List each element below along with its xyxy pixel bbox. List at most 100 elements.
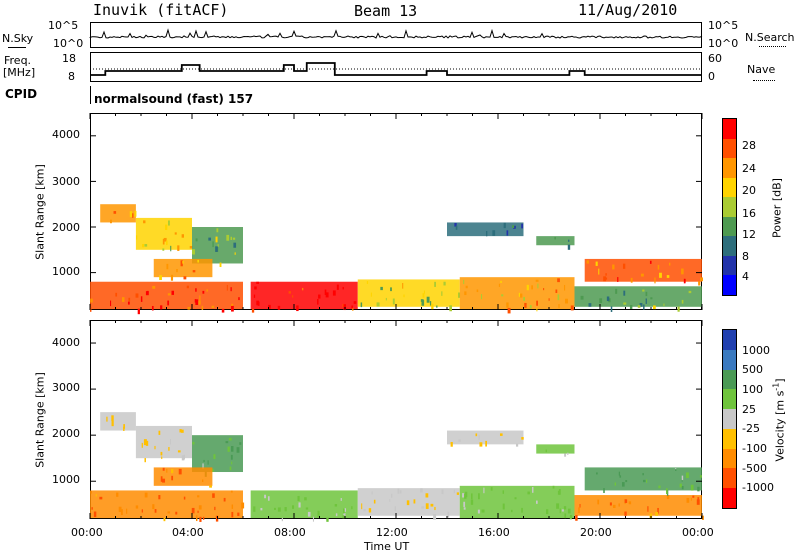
echo-region-power bbox=[250, 281, 358, 310]
echo-speckle bbox=[514, 497, 517, 500]
echo-speckle bbox=[649, 513, 653, 519]
velocity-cb-tick: -100 bbox=[742, 442, 767, 455]
echo-speckle bbox=[536, 308, 538, 312]
frequency-line bbox=[90, 62, 702, 76]
echo-speckle bbox=[453, 489, 455, 494]
echo-speckle bbox=[423, 290, 426, 294]
echo-region-velocity bbox=[459, 485, 575, 519]
power-ytick: 4000 bbox=[52, 128, 80, 141]
echo-speckle bbox=[251, 308, 255, 313]
echo-speckle bbox=[535, 279, 539, 282]
echo-region-velocity bbox=[536, 444, 575, 454]
echo-region-velocity bbox=[447, 430, 524, 445]
echo-speckle bbox=[219, 262, 222, 268]
echo-speckle bbox=[624, 511, 627, 516]
echo-speckle bbox=[196, 515, 198, 522]
colorbar-swatch bbox=[723, 255, 736, 276]
echo-speckle bbox=[228, 437, 232, 441]
echo-speckle bbox=[441, 291, 443, 296]
station-title: Inuvik (fitACF) bbox=[93, 1, 229, 19]
freq-tick-high: 18 bbox=[62, 52, 76, 65]
echo-speckle bbox=[284, 507, 287, 512]
echo-speckle bbox=[523, 296, 526, 301]
echo-speckle bbox=[548, 298, 550, 301]
echo-speckle bbox=[166, 468, 168, 473]
colorbar-swatch bbox=[723, 369, 736, 390]
echo-speckle bbox=[128, 297, 131, 302]
echo-speckle bbox=[182, 260, 184, 264]
echo-speckle bbox=[336, 284, 339, 290]
echo-speckle bbox=[211, 468, 214, 472]
echo-speckle bbox=[696, 499, 700, 505]
echo-speckle bbox=[264, 494, 267, 499]
echo-speckle bbox=[668, 262, 671, 266]
echo-speckle bbox=[216, 228, 219, 233]
echo-speckle bbox=[171, 290, 175, 295]
echo-speckle bbox=[241, 502, 245, 509]
frequency-panel bbox=[90, 52, 702, 82]
echo-speckle bbox=[622, 263, 626, 269]
echo-speckle bbox=[429, 301, 432, 306]
echo-speckle bbox=[567, 452, 569, 455]
echo-speckle bbox=[352, 307, 354, 311]
echo-speckle bbox=[181, 234, 184, 238]
echo-speckle bbox=[506, 230, 509, 236]
echo-speckle bbox=[639, 302, 643, 307]
echo-speckle bbox=[154, 509, 157, 513]
echo-speckle bbox=[167, 300, 170, 306]
echo-speckle bbox=[202, 463, 204, 469]
echo-speckle bbox=[256, 300, 259, 306]
echo-speckle bbox=[478, 493, 480, 500]
echo-speckle bbox=[479, 442, 483, 447]
echo-speckle bbox=[463, 501, 466, 507]
echo-speckle bbox=[203, 459, 205, 463]
echo-speckle bbox=[681, 475, 684, 481]
colorbar-swatch bbox=[723, 138, 736, 159]
echo-speckle bbox=[507, 307, 511, 314]
echo-speckle bbox=[520, 293, 523, 298]
echo-region-power bbox=[100, 204, 136, 223]
echo-speckle bbox=[659, 272, 662, 278]
echo-speckle bbox=[171, 475, 174, 481]
echo-speckle bbox=[564, 513, 567, 519]
echo-speckle bbox=[465, 285, 468, 289]
power-ytick: 2000 bbox=[52, 221, 80, 234]
echo-speckle bbox=[221, 308, 225, 313]
echo-speckle bbox=[93, 511, 97, 518]
power-cb-tick: 8 bbox=[742, 250, 749, 263]
echo-speckle bbox=[462, 493, 466, 498]
echo-speckle bbox=[477, 509, 480, 514]
echo-speckle bbox=[145, 440, 149, 446]
echo-speckle bbox=[225, 441, 229, 444]
echo-speckle bbox=[692, 495, 695, 498]
echo-speckle bbox=[144, 458, 146, 463]
echo-speckle bbox=[597, 499, 600, 505]
echo-speckle bbox=[515, 443, 519, 447]
echo-speckle bbox=[141, 442, 143, 448]
echo-speckle bbox=[231, 446, 234, 452]
echo-speckle bbox=[236, 447, 240, 453]
echo-speckle bbox=[518, 292, 521, 297]
echo-speckle bbox=[521, 507, 523, 513]
echo-speckle bbox=[326, 517, 329, 522]
echo-speckle bbox=[253, 506, 256, 512]
echo-speckle bbox=[399, 490, 402, 494]
echo-speckle bbox=[391, 493, 393, 498]
echo-speckle bbox=[521, 437, 524, 440]
echo-speckle bbox=[403, 294, 405, 298]
echo-speckle bbox=[160, 451, 163, 456]
echo-speckle bbox=[690, 497, 692, 501]
colorbar-swatch bbox=[723, 236, 736, 256]
nsky-tick-low: 10^0 bbox=[53, 37, 84, 50]
echo-speckle bbox=[681, 486, 684, 490]
echo-speckle bbox=[425, 493, 429, 498]
echo-speckle bbox=[654, 277, 656, 284]
echo-speckle bbox=[123, 424, 125, 429]
echo-speckle bbox=[567, 244, 571, 250]
echo-speckle bbox=[463, 279, 465, 285]
echo-speckle bbox=[561, 509, 564, 512]
echo-speckle bbox=[700, 277, 703, 282]
echo-speckle bbox=[223, 497, 226, 502]
echo-speckle bbox=[558, 304, 560, 309]
echo-speckle bbox=[481, 294, 483, 300]
